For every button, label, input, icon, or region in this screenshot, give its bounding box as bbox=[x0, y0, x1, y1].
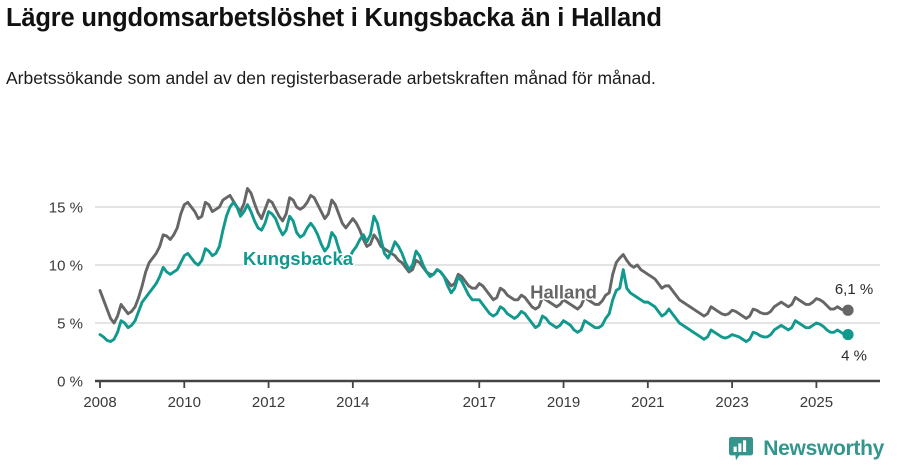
series-inline-labels: Halland Kungsbacka bbox=[241, 246, 598, 304]
logo-wordmark: Newsworthy bbox=[763, 437, 884, 460]
series-endpoint-markers bbox=[842, 304, 854, 341]
end-value-label-halland: 6,1 % bbox=[835, 281, 873, 298]
chart-subtitle: Arbetssökande som andel av den registerb… bbox=[6, 68, 656, 88]
x-tick-label: 2017 bbox=[463, 394, 496, 411]
series-end-value-labels: 6,1 % 4 % bbox=[835, 281, 873, 364]
x-axis-tick-labels: 2008 2010 2012 2014 2017 2019 2021 2023 2025 bbox=[83, 394, 833, 411]
newsworthy-logo[interactable]: Newsworthy bbox=[728, 436, 884, 462]
series-line-halland bbox=[98, 186, 850, 325]
x-tick-label: 2010 bbox=[168, 394, 201, 411]
x-tick-label: 2025 bbox=[800, 394, 833, 411]
x-tick-label: 2023 bbox=[715, 394, 748, 411]
y-axis-tick-labels: 0 % 5 % 10 % 15 % bbox=[49, 200, 83, 391]
x-tick-label: 2019 bbox=[547, 394, 580, 411]
y-tick-label: 0 % bbox=[57, 374, 83, 391]
page-title: Lägre ungdomsarbetslöshet i Kungsbacka ä… bbox=[6, 4, 662, 32]
y-tick-label: 10 % bbox=[49, 258, 83, 275]
x-tick-label: 2014 bbox=[336, 394, 369, 411]
y-tick-label: 15 % bbox=[49, 200, 83, 217]
chart-plot-area: 0 % 5 % 10 % 15 % 2008 2010 2012 2014 2017 2019 2… bbox=[0, 150, 900, 420]
endpoint-marker-kungsbacka bbox=[842, 329, 854, 341]
y-tick-label: 5 % bbox=[57, 316, 83, 333]
gridlines bbox=[95, 206, 880, 324]
x-tick-label: 2021 bbox=[631, 394, 664, 411]
endpoint-marker-halland bbox=[842, 304, 854, 316]
x-axis-ticks bbox=[99, 381, 818, 388]
series-lines bbox=[98, 186, 850, 344]
x-tick-label: 2008 bbox=[83, 394, 116, 411]
series-line-kungsbacka bbox=[98, 200, 850, 344]
series-label-kungsbacka: Kungsbacka bbox=[243, 248, 354, 269]
line-chart: 0 %5 %10 %15 % 2008 2010 2012 2014 2017 2019 2… bbox=[49, 186, 880, 411]
bar-chart-bubble-icon bbox=[728, 436, 754, 462]
end-value-label-kungsbacka: 4 % bbox=[841, 348, 867, 365]
x-tick-label: 2012 bbox=[252, 394, 285, 411]
series-label-halland: Halland bbox=[530, 282, 597, 303]
